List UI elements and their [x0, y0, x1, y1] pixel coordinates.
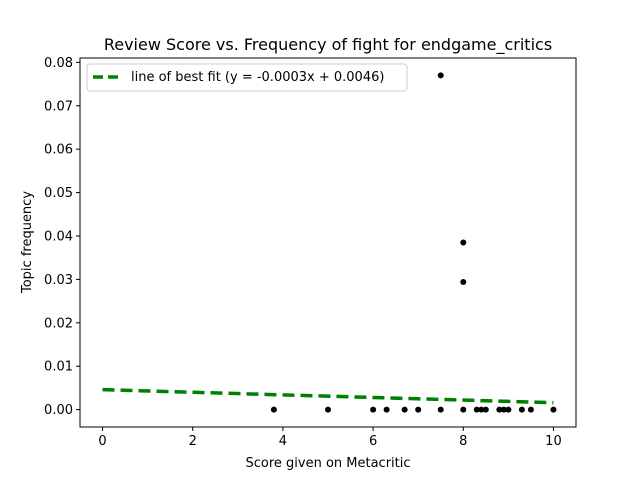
x-axis-label: Score given on Metacritic — [245, 456, 410, 471]
y-tick-label: 0.00 — [44, 403, 73, 418]
y-tick-label: 0.02 — [44, 316, 73, 331]
x-tick-label: 0 — [98, 434, 106, 449]
legend-box — [86, 63, 408, 92]
data-point — [270, 406, 277, 413]
data-point — [415, 406, 422, 413]
x-tick-label: 6 — [369, 434, 377, 449]
data-point — [460, 239, 467, 246]
data-point — [325, 406, 331, 413]
x-tick-label: 2 — [189, 434, 197, 449]
data-point — [518, 406, 525, 413]
y-tick-label: 0.04 — [44, 229, 73, 244]
y-axis-ticks: 0.00 0.01 0.02 0.03 0.04 0.05 0.06 0.07 0.08 — [44, 56, 80, 418]
y-tick-label: 0.06 — [44, 143, 73, 158]
chart-title: Review Score vs. Frequency of fight for … — [104, 35, 552, 55]
data-point — [460, 406, 467, 413]
data-point — [496, 406, 503, 413]
data-point — [437, 406, 444, 413]
data-point — [370, 406, 377, 413]
x-tick-label: 10 — [545, 434, 562, 449]
data-point — [383, 406, 390, 413]
x-tick-label: 8 — [459, 434, 467, 449]
x-axis-ticks: 0 2 4 6 8 10 — [98, 427, 562, 449]
y-tick-label: 0.05 — [44, 186, 73, 201]
data-point — [527, 406, 534, 413]
y-tick-label: 0.03 — [44, 273, 73, 288]
y-tick-label: 0.08 — [44, 56, 73, 71]
data-point — [473, 406, 480, 413]
data-point — [478, 406, 485, 413]
data-point — [550, 406, 557, 413]
data-point — [401, 406, 408, 413]
data-point — [437, 72, 444, 79]
y-axis-label: Topic frequency — [20, 191, 35, 294]
data-point — [505, 406, 512, 413]
fit-line-layer — [102, 387, 554, 405]
fit-line — [102, 387, 554, 405]
data-point — [460, 279, 467, 286]
plot-frame — [79, 57, 577, 428]
y-tick-label: 0.01 — [44, 360, 73, 375]
data-point — [500, 406, 507, 413]
legend-label-fit-line: line of best fit (y = -0.0003x + 0.0046) — [131, 70, 384, 85]
data-point — [482, 406, 489, 413]
y-tick-label: 0.07 — [44, 99, 73, 114]
x-tick-label: 4 — [279, 434, 287, 449]
points-layer — [270, 72, 557, 413]
legend: line of best fit (y = -0.0003x + 0.0046) — [86, 63, 408, 92]
